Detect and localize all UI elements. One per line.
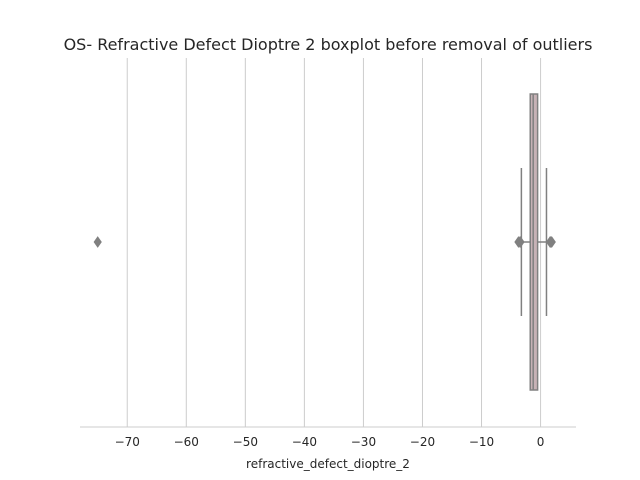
x-tick-label: −40	[292, 435, 317, 449]
outlier-point	[547, 236, 556, 248]
x-tick-label: −10	[469, 435, 494, 449]
x-tick-label: −70	[115, 435, 140, 449]
grid-lines	[126, 58, 542, 427]
chart-title: OS- Refractive Defect Dioptre 2 boxplot …	[64, 35, 593, 54]
x-tick-label: −50	[233, 435, 258, 449]
outlier-point	[516, 236, 525, 248]
x-ticks: −70 −60 −50 −40 −30 −20 −10 0	[115, 435, 545, 449]
x-tick-label: −20	[410, 435, 435, 449]
x-axis-label: refractive_defect_dioptre_2	[246, 457, 410, 471]
x-tick-label: 0	[537, 435, 545, 449]
box-group	[93, 93, 556, 391]
x-tick-label: −30	[351, 435, 376, 449]
x-tick-label: −60	[174, 435, 199, 449]
outlier-point	[93, 236, 102, 248]
